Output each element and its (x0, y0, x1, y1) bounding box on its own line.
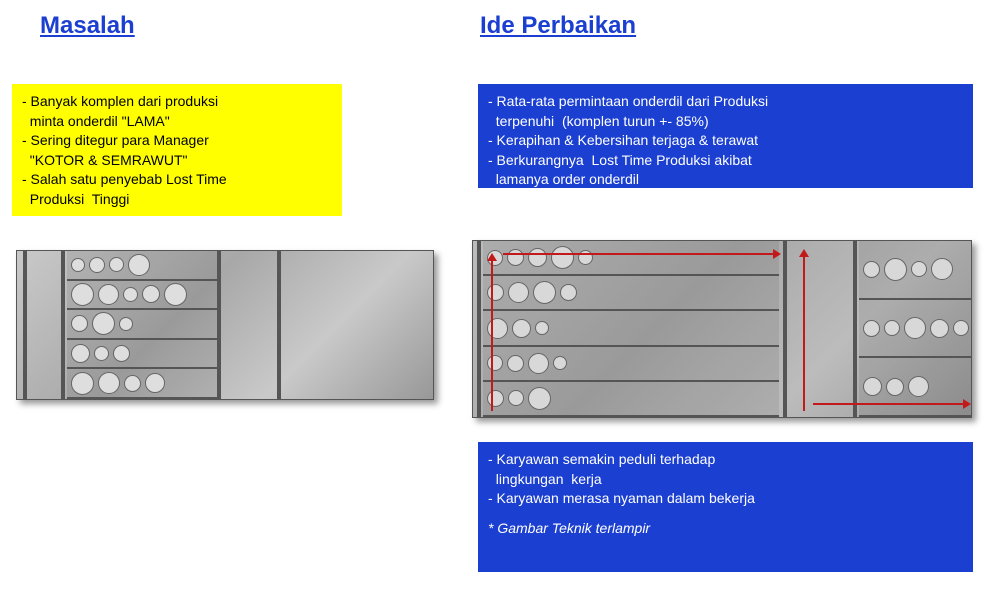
masalah-image (16, 250, 434, 400)
shelf-item (560, 284, 577, 301)
shelf-item (528, 248, 547, 267)
shelf-item (553, 356, 567, 370)
text-line: - Kerapihan & Kebersihan terjaga & teraw… (488, 131, 963, 151)
shelf-item (508, 282, 529, 303)
text-line: - Banyak komplen dari produksi (22, 92, 332, 112)
ide-heading: Ide Perbaikan (480, 12, 636, 40)
shelf-item (119, 317, 133, 331)
shelf-item (71, 315, 88, 332)
shelf-item (953, 320, 969, 336)
shelf-item (930, 319, 949, 338)
shelf-item (71, 283, 94, 306)
shelf-item (142, 285, 160, 303)
text-line: - Rata-rata permintaan onderdil dari Pro… (488, 92, 963, 112)
masalah-heading: Masalah (40, 12, 135, 40)
shelf-item (535, 321, 549, 335)
shelf-item (123, 287, 138, 302)
shelf-item (98, 372, 120, 394)
shelf-item (911, 261, 927, 277)
shelf-item (487, 355, 503, 371)
text-line: - Sering ditegur para Manager (22, 131, 332, 151)
ide-box-1: - Rata-rata permintaan onderdil dari Pro… (478, 84, 973, 188)
text-line: Produksi Tinggi (22, 190, 332, 210)
shelf-item (551, 246, 574, 269)
shelf-item (863, 377, 882, 396)
shelf-item (931, 258, 953, 280)
shelf-item (109, 257, 124, 272)
text-line: lingkungan kerja (488, 470, 963, 490)
shelf-item (89, 257, 105, 273)
shelf-item (71, 258, 85, 272)
text-line: - Karyawan semakin peduli terhadap (488, 450, 963, 470)
ide-box-2: - Karyawan semakin peduli terhadap lingk… (478, 442, 973, 572)
shelf-item (98, 284, 119, 305)
text-line: - Karyawan merasa nyaman dalam bekerja (488, 489, 963, 509)
shelf-item (528, 353, 549, 374)
shelf-item (487, 390, 504, 407)
shelf-item (884, 320, 900, 336)
shelf-item (533, 281, 556, 304)
text-line: terpenuhi (komplen turun +- 85%) (488, 112, 963, 132)
shelf-item (71, 344, 90, 363)
footnote: * Gambar Teknik terlampir (488, 509, 963, 539)
text-line: "KOTOR & SEMRAWUT" (22, 151, 332, 171)
shelf-item (863, 320, 880, 337)
text-line: lamanya order onderdil (488, 170, 963, 190)
shelf-item (164, 283, 187, 306)
shelf-item (528, 387, 551, 410)
shelf-item (886, 378, 904, 396)
shelf-item (124, 375, 141, 392)
shelf-item (113, 345, 130, 362)
shelf-item (884, 258, 907, 281)
shelf-item (71, 372, 94, 395)
shelf-item (863, 261, 880, 278)
text-line: minta onderdil "LAMA" (22, 112, 332, 132)
shelf-item (512, 319, 531, 338)
text-line: - Salah satu penyebab Lost Time (22, 170, 332, 190)
shelf-item (508, 390, 524, 406)
masalah-box: - Banyak komplen dari produksi minta ond… (12, 84, 342, 216)
ide-image (472, 240, 972, 418)
shelf-item (904, 317, 926, 339)
text-line: - Berkurangnya Lost Time Produksi akibat (488, 151, 963, 171)
shelf-item (94, 346, 109, 361)
shelf-item (507, 249, 524, 266)
shelf-item (507, 355, 524, 372)
shelf-item (128, 254, 150, 276)
shelf-item (487, 284, 504, 301)
shelf-item (92, 312, 115, 335)
shelf-item (908, 376, 929, 397)
shelf-item (145, 373, 165, 393)
